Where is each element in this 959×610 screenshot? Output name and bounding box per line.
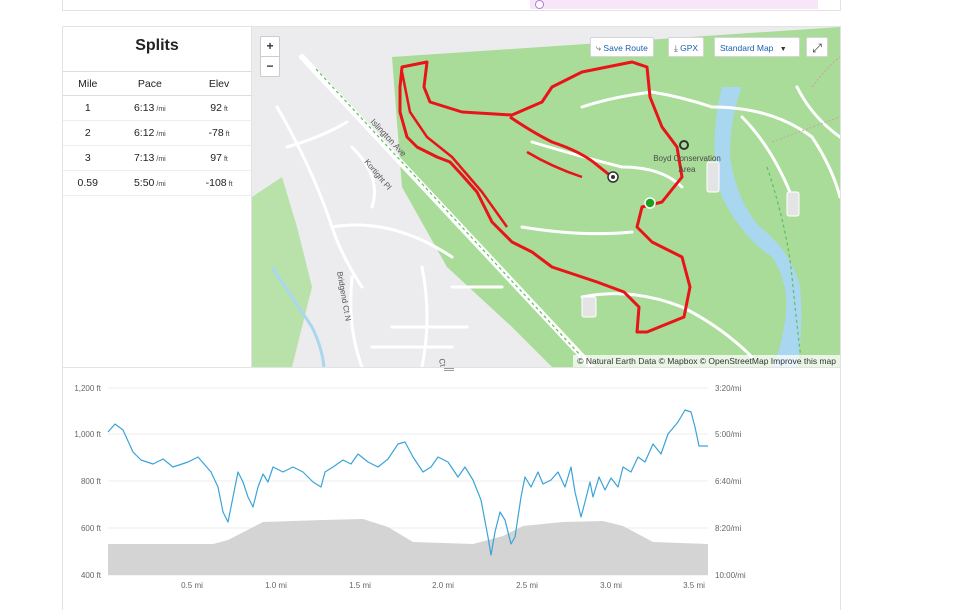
split-row: 3 7:13/mi 97 ft xyxy=(63,145,251,171)
split-mile: 0.59 xyxy=(63,170,113,196)
split-row: 1 6:13/mi 92 ft xyxy=(63,95,251,121)
x-axis-tick: 3.0 mi xyxy=(600,581,622,590)
left-axis-tick: 400 ft xyxy=(81,571,102,580)
splits-panel: Splits Mile Pace Elev 1 6:13/mi 92 ft 2 6… xyxy=(63,27,252,367)
route-map[interactable]: Islington Ave Kortight Pl Bridgend Ct N … xyxy=(252,27,840,367)
split-mile: 3 xyxy=(63,145,113,171)
x-axis-tick: 1.0 mi xyxy=(265,581,287,590)
marker-dot xyxy=(535,0,544,9)
pace-line xyxy=(107,409,708,556)
map-attribution[interactable]: © Natural Earth Data © Mapbox © OpenStre… xyxy=(573,355,840,367)
x-axis-tick: 2.5 mi xyxy=(516,581,538,590)
split-pace: 6:13/mi xyxy=(112,95,188,121)
header-pace: Pace xyxy=(112,71,188,96)
right-axis-tick: 5:00/mi xyxy=(715,430,741,439)
splits-header-row: Mile Pace Elev xyxy=(63,71,251,96)
right-axis-tick: 8:20/mi xyxy=(715,524,741,533)
left-axis: 1,200 ft 1,000 ft 800 ft 600 ft 400 ft xyxy=(74,384,101,580)
download-icon: ⤓ xyxy=(674,43,678,53)
split-pace: 6:12/mi xyxy=(112,120,188,146)
left-axis-tick: 1,000 ft xyxy=(74,430,101,439)
panel-divider xyxy=(62,366,841,372)
chevron-down-icon: ▼ xyxy=(779,46,787,53)
right-axis-tick: 3:20/mi xyxy=(715,384,741,393)
header-elev: Elev xyxy=(187,71,251,96)
x-axis-tick: 3.5 mi xyxy=(683,581,705,590)
split-elev: 97 ft xyxy=(187,145,251,171)
zoom-control: + − xyxy=(260,36,280,77)
split-elev: -108 ft xyxy=(187,170,251,196)
save-route-button[interactable]: ⤷ Save Route xyxy=(590,37,654,57)
route-line xyxy=(398,60,692,334)
splits-title: Splits xyxy=(135,37,179,54)
fullscreen-icon: ⤢ xyxy=(812,41,822,55)
road-label-ct: Ct xyxy=(437,358,447,367)
left-axis-tick: 1,200 ft xyxy=(74,384,101,393)
split-elev: 92 ft xyxy=(187,95,251,121)
left-axis-tick: 800 ft xyxy=(81,477,102,486)
resize-handle[interactable] xyxy=(444,366,454,372)
previous-panel-strip xyxy=(62,0,841,11)
splits-table: Mile Pace Elev 1 6:13/mi 92 ft 2 6:12/mi … xyxy=(63,71,251,196)
map-canvas[interactable]: Islington Ave Kortight Pl Bridgend Ct N … xyxy=(252,27,840,367)
activity-panel: Splits Mile Pace Elev 1 6:13/mi 92 ft 2 6… xyxy=(62,26,841,368)
x-axis: 0.5 mi 1.0 mi 1.5 mi 2.0 mi 2.5 mi 3.0 m… xyxy=(181,581,705,590)
zoom-in-button[interactable]: + xyxy=(266,39,274,53)
split-elev: -78 ft xyxy=(187,120,251,146)
x-axis-tick: 0.5 mi xyxy=(181,581,203,590)
right-axis-tick: 10:00/mi xyxy=(715,571,746,580)
start-marker-icon xyxy=(644,197,656,209)
location-pin-icon xyxy=(679,140,689,150)
map-style-select[interactable]: Standard Map ▼ xyxy=(714,37,800,57)
split-row: 0.59 5:50/mi -108 ft xyxy=(63,170,251,196)
elevation-pace-chart: 1,200 ft 1,000 ft 800 ft 600 ft 400 ft 3… xyxy=(62,372,841,610)
split-pace: 7:13/mi xyxy=(112,145,188,171)
route-icon: ⤷ xyxy=(596,43,602,53)
park-label: Boyd Conservation Area xyxy=(653,154,721,174)
header-mile: Mile xyxy=(63,71,113,96)
gpx-download-button[interactable]: ⤓ GPX xyxy=(668,37,705,57)
split-row: 2 6:12/mi -78 ft xyxy=(63,120,251,146)
fullscreen-button[interactable]: ⤢ xyxy=(806,37,828,57)
x-axis-tick: 2.0 mi xyxy=(432,581,454,590)
river xyxy=(714,87,802,367)
split-mile: 2 xyxy=(63,120,113,146)
split-pace: 5:50/mi xyxy=(112,170,188,196)
chart-canvas: 1,200 ft 1,000 ft 800 ft 600 ft 400 ft 3… xyxy=(74,384,746,590)
highlight-band xyxy=(530,0,818,9)
right-axis: 3:20/mi 5:00/mi 6:40/mi 8:20/mi 10:00/mi xyxy=(715,384,746,580)
park-area-left xyxy=(252,177,312,367)
split-mile: 1 xyxy=(63,95,113,121)
elevation-area xyxy=(108,519,708,575)
left-axis-tick: 600 ft xyxy=(81,524,102,533)
x-axis-tick: 1.5 mi xyxy=(349,581,371,590)
zoom-out-button[interactable]: − xyxy=(261,56,279,76)
right-axis-tick: 6:40/mi xyxy=(715,477,741,486)
